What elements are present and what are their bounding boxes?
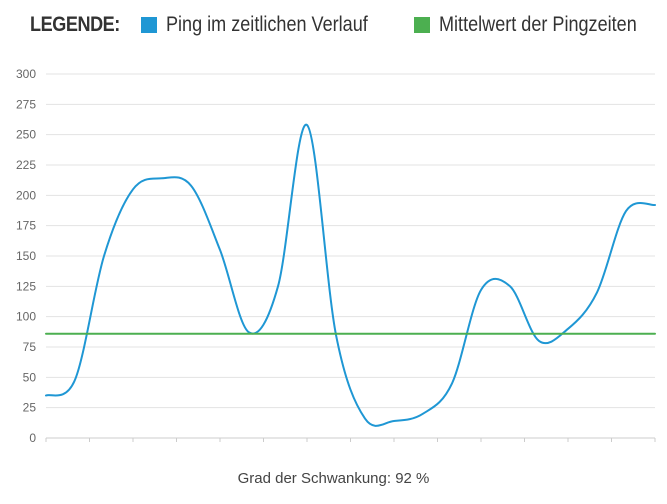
series-lines xyxy=(45,123,656,427)
y-tick-label: 100 xyxy=(16,310,36,324)
y-tick-label: 175 xyxy=(16,219,36,233)
y-tick-label: 275 xyxy=(16,97,36,111)
legend: LEGENDE: Ping im zeitlichen Verlauf Mitt… xyxy=(30,8,667,42)
fluctuation-text: Grad der Schwankung: 92 % xyxy=(237,470,430,487)
y-tick-label: 200 xyxy=(16,188,36,202)
y-tick-label: 0 xyxy=(29,431,36,445)
legend-item-mean: Mittelwert der Pingzeiten xyxy=(414,13,667,37)
legend-label-mean: Mittelwert der Pingzeiten xyxy=(439,13,637,36)
legend-title: LEGENDE: xyxy=(30,13,120,36)
series-line-ping xyxy=(45,123,656,427)
x-axis xyxy=(45,437,656,442)
y-tick-label: 225 xyxy=(16,158,36,172)
legend-swatch-mean xyxy=(414,17,431,33)
y-tick-label: 300 xyxy=(16,67,36,81)
legend-item-ping: Ping im zeitlichen Verlauf xyxy=(140,13,401,37)
y-tick-label: 250 xyxy=(16,128,36,142)
legend-label-ping: Ping im zeitlichen Verlauf xyxy=(165,13,368,36)
y-tick-label: 150 xyxy=(16,249,36,263)
y-tick-label: 75 xyxy=(23,340,37,354)
y-tick-label: 50 xyxy=(23,370,37,384)
legend-swatch-ping xyxy=(140,17,157,33)
y-tick-label: 25 xyxy=(23,401,37,415)
grid xyxy=(46,73,655,409)
y-tick-label: 125 xyxy=(16,279,36,293)
y-axis-ticks: 0 25 50 75 100 125 150 175 200 225 250 275 300 xyxy=(16,67,36,445)
